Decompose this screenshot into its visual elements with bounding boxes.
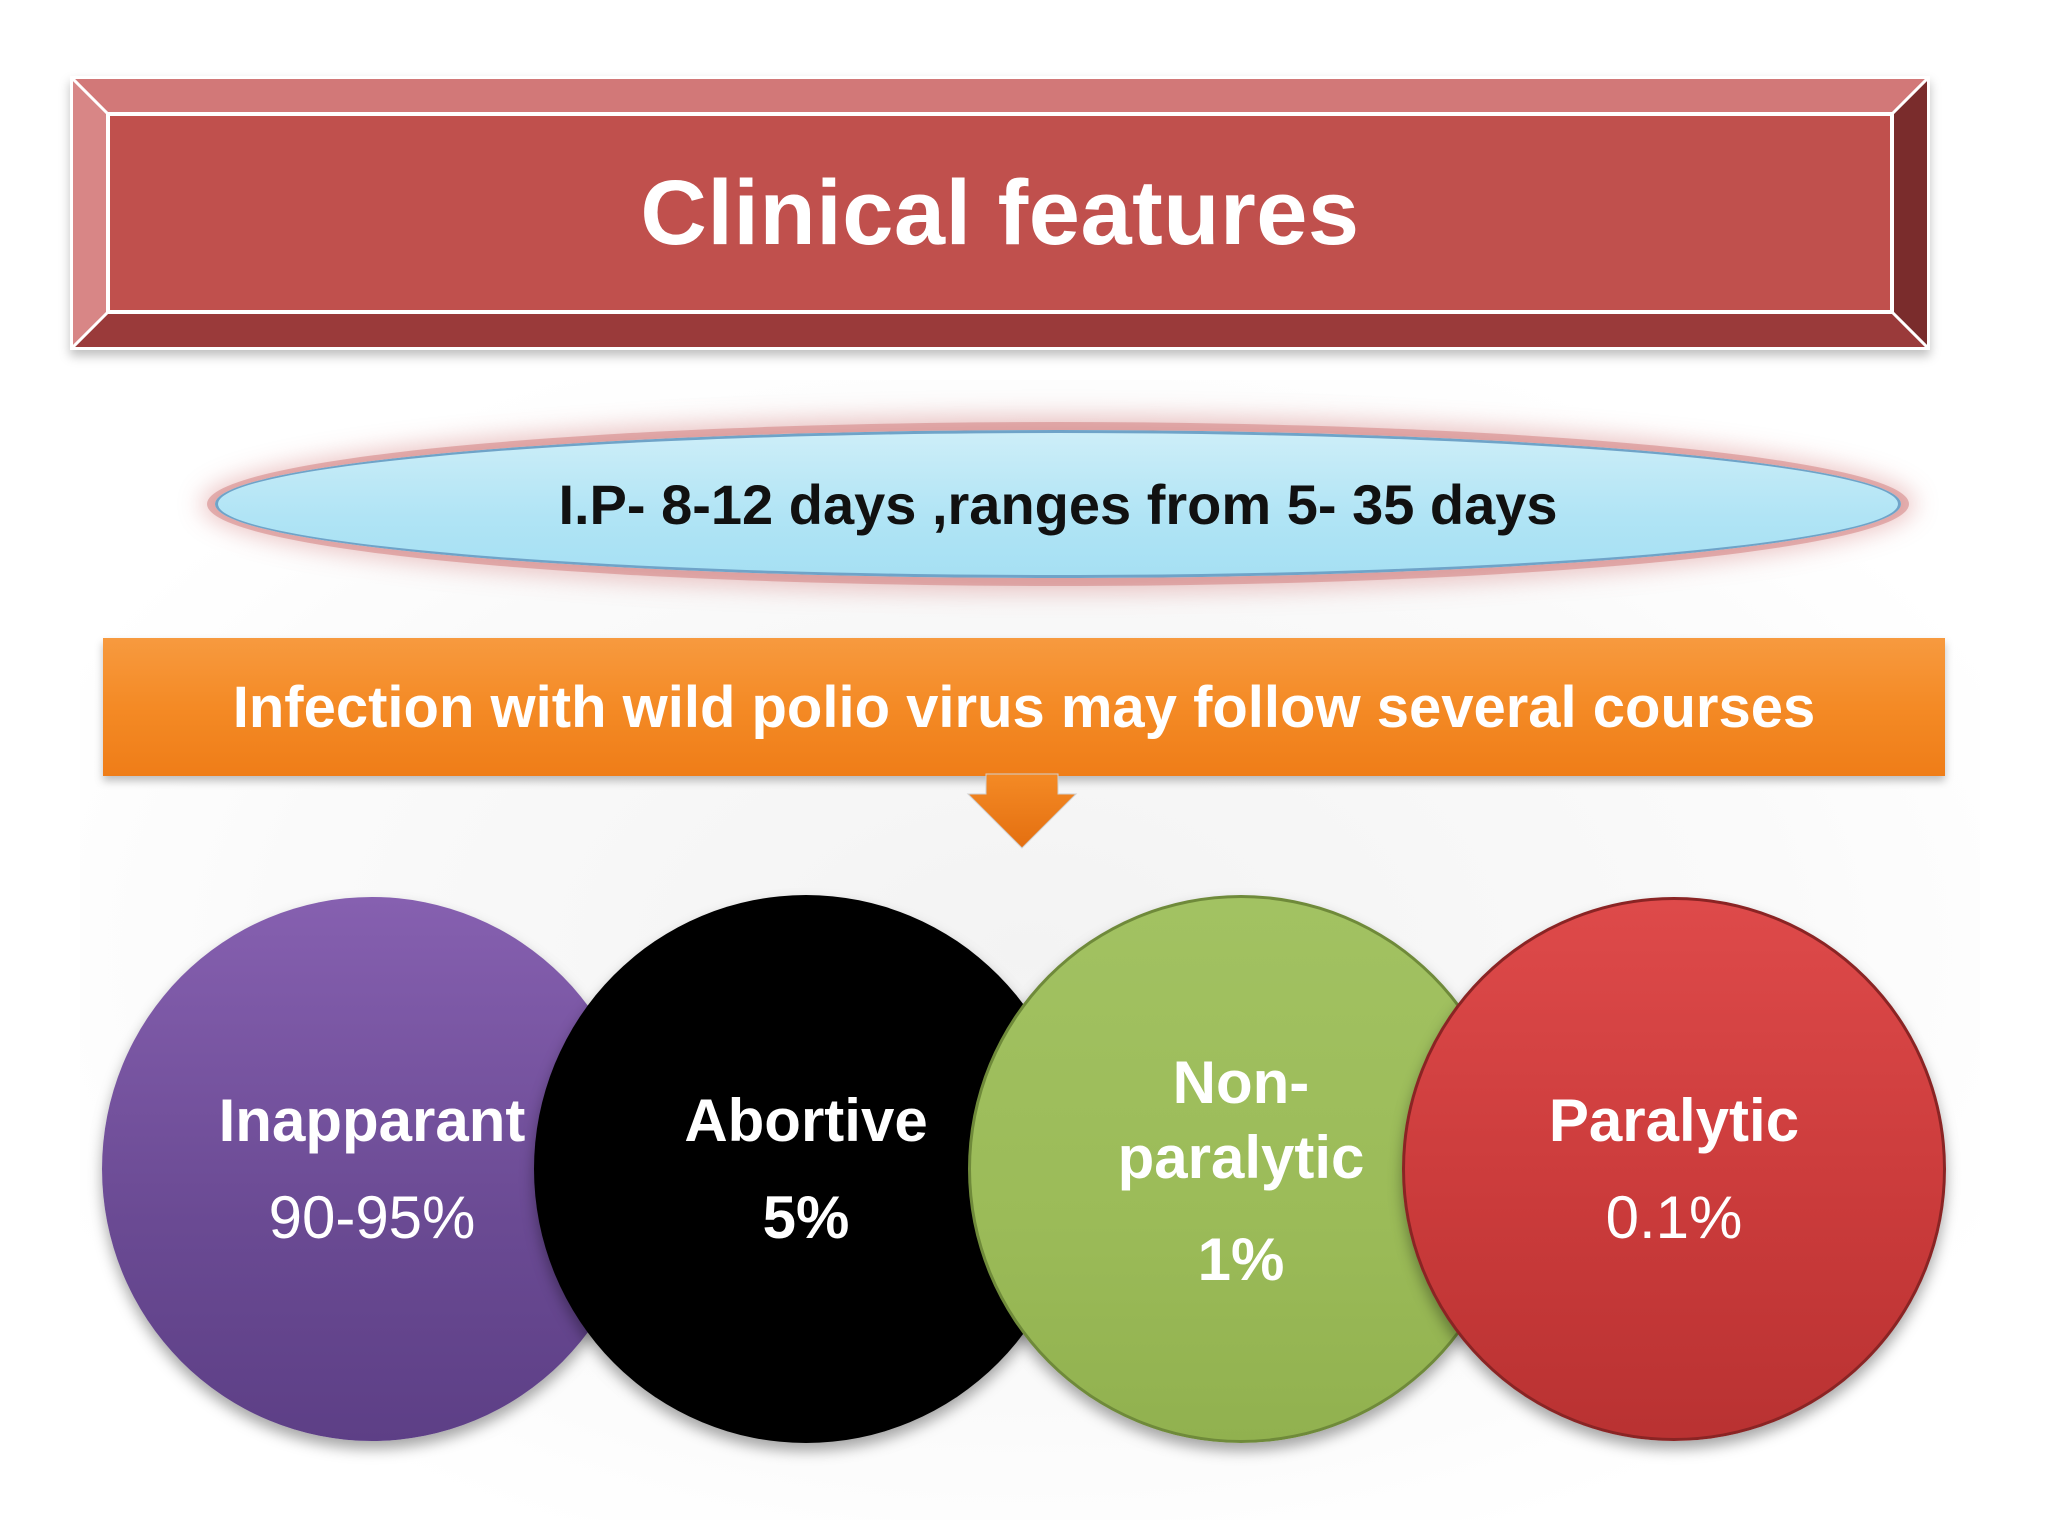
courses-banner-text: Infection with wild polio virus may foll… (232, 674, 1816, 740)
course-value: 5% (762, 1183, 850, 1251)
courses-banner: Infection with wild polio virus may foll… (103, 638, 1945, 776)
course-label: Paralytic (1548, 1087, 1800, 1155)
course-label: Abortive (684, 1087, 928, 1155)
down-arrow-icon (966, 773, 1078, 849)
course-label: Non- paralytic (1117, 1048, 1365, 1191)
course-value: 90-95% (268, 1183, 476, 1251)
title-banner: Clinical features (70, 76, 1930, 350)
course-circle-paralytic: Paralytic 0.1% (1402, 897, 1946, 1441)
incubation-text: I.P- 8-12 days ,ranges from 5- 35 days (558, 472, 1558, 536)
course-value: 1% (1197, 1225, 1285, 1293)
incubation-ellipse: I.P- 8-12 days ,ranges from 5- 35 days (215, 430, 1901, 578)
course-value: 0.1% (1605, 1183, 1743, 1251)
page-title: Clinical features (640, 161, 1360, 264)
title-bevel-frame (70, 76, 1930, 350)
course-label: Inapparant (218, 1087, 526, 1155)
